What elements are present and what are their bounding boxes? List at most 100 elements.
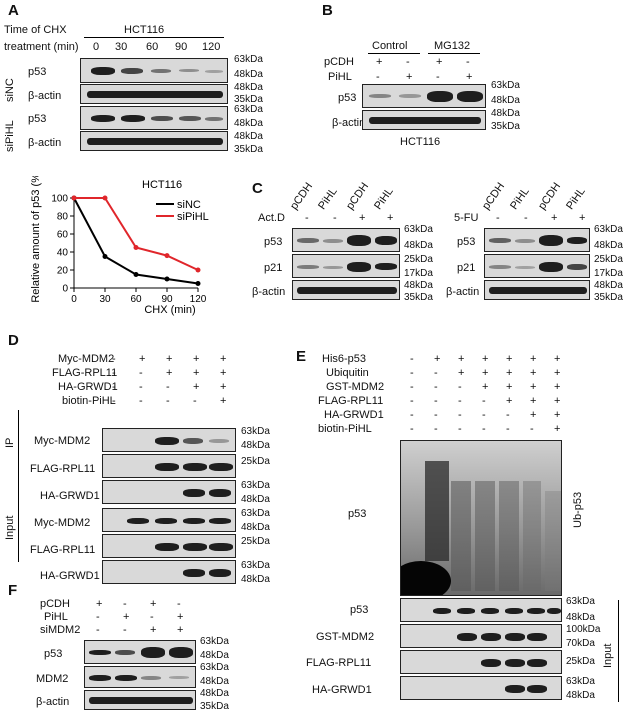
sign: - <box>410 395 414 407</box>
chart-xlabel: CHX (min) <box>144 304 195 316</box>
blot-input-grwd1 <box>102 560 236 584</box>
chart-ylabel: Relative amount of p53 (%) <box>30 176 42 303</box>
lane-label: pCDH <box>344 180 372 212</box>
y-tick-label: 100 <box>51 194 68 205</box>
sign: + <box>376 56 383 68</box>
input-label: Input <box>602 643 614 668</box>
sign: - <box>112 353 116 365</box>
sign: + <box>530 353 537 365</box>
sign: + <box>220 381 227 393</box>
group-sinc-label: siNC <box>4 78 16 102</box>
mw-marker: 48kDa <box>566 690 595 701</box>
panel-a-label: A <box>8 2 19 19</box>
mw-marker: 48kDa <box>234 82 263 93</box>
sign: + <box>506 395 513 407</box>
row-flag-rpl11: FLAG-RPL11 <box>52 367 118 379</box>
x-tick-label: 120 <box>190 294 207 305</box>
sign: - <box>496 212 500 224</box>
mw-marker: 48kDa <box>491 95 520 106</box>
sign: - <box>410 409 414 421</box>
blot-label: FLAG-RPL11 <box>30 463 96 475</box>
sign: - <box>177 598 181 610</box>
x-tick-label: 0 <box>71 294 77 305</box>
mw-marker: 17kDa <box>404 268 433 279</box>
row-ha-grwd1: HA-GRWD1 <box>58 381 118 393</box>
data-point <box>102 254 108 259</box>
blot-label: p53 <box>28 113 47 125</box>
lane-label: pCDH <box>480 180 508 212</box>
sign: - <box>482 423 486 435</box>
sign: + <box>530 395 537 407</box>
group-sipihl-label: siPiHL <box>4 120 16 152</box>
blot-p53-c1 <box>292 228 400 252</box>
blot-actin-sinc <box>80 84 228 104</box>
sign: - <box>139 367 143 379</box>
mw-marker: 35kDa <box>491 121 520 132</box>
time-120: 120 <box>202 41 221 53</box>
mw-marker: 48kDa <box>200 650 229 661</box>
blot-label: β-actin <box>446 286 480 298</box>
panel-d-label: D <box>8 332 19 349</box>
mw-marker: 63kDa <box>200 662 229 673</box>
blot-label: β-actin <box>28 90 62 102</box>
sign: + <box>123 611 130 623</box>
mw-marker: 63kDa <box>234 104 263 115</box>
sign: - <box>458 395 462 407</box>
mw-marker: 48kDa <box>404 280 433 291</box>
blot-label: p53 <box>264 236 283 248</box>
sign: + <box>387 212 394 224</box>
cell-line-label: HCT116 <box>124 24 165 36</box>
blot-f-actin <box>84 690 196 710</box>
sign: + <box>554 423 561 435</box>
sign: + <box>458 367 465 379</box>
x-tick-label: 90 <box>161 294 173 305</box>
blot-label: Myc-MDM2 <box>34 435 91 447</box>
y-tick-label: 20 <box>57 266 69 277</box>
row-his6-p53: His6-p53 <box>322 353 367 365</box>
blot-p53-sipihl <box>80 106 228 130</box>
mw-marker: 48kDa <box>234 118 263 129</box>
blot-label: p53 <box>44 648 63 660</box>
blot-label: HA-GRWD1 <box>40 570 100 582</box>
row-pihl: PiHL <box>44 611 68 623</box>
cell-line-label: HCT116 <box>400 136 441 148</box>
row-ha-grwd1: HA-GRWD1 <box>324 409 384 421</box>
sign: - <box>458 423 462 435</box>
chx-line-chart: HCT116 CHX (min) Relative amount of p53 … <box>30 176 209 316</box>
blot-label: p53 <box>338 92 357 104</box>
blot-p53-sinc <box>80 58 228 83</box>
blot-label: GST-MDM2 <box>316 631 375 643</box>
blot-label: p53 <box>350 604 369 616</box>
mw-marker: 63kDa <box>234 54 263 65</box>
time-30: 30 <box>115 41 128 53</box>
mw-marker: 48kDa <box>491 108 520 119</box>
panel-f-label: F <box>8 582 18 599</box>
treatment-label: 5-FU <box>454 212 479 224</box>
sign: + <box>530 409 537 421</box>
sign: - <box>506 409 510 421</box>
lane-label: pCDH <box>288 180 316 212</box>
blot-label: β-actin <box>332 117 366 129</box>
data-point <box>71 195 77 201</box>
sign: + <box>193 367 200 379</box>
sign: + <box>458 353 465 365</box>
sign: + <box>436 56 443 68</box>
sign: + <box>554 353 561 365</box>
mw-marker: 48kDa <box>241 440 270 451</box>
sign: - <box>506 423 510 435</box>
sign: + <box>96 598 103 610</box>
data-point <box>164 253 170 259</box>
mw-marker: 63kDa <box>404 224 433 235</box>
mw-marker: 35kDa <box>594 292 623 303</box>
sign: - <box>96 624 100 636</box>
sign: + <box>530 367 537 379</box>
panel-b-label: B <box>322 2 333 19</box>
group-mg132-label: MG132 <box>434 40 471 52</box>
mw-marker: 17kDa <box>594 268 623 279</box>
lane-label: PiHL <box>564 185 588 212</box>
sign: + <box>406 71 413 83</box>
sign: - <box>305 212 309 224</box>
ip-bracket <box>18 410 19 510</box>
sign: + <box>177 611 184 623</box>
mw-marker: 35kDa <box>234 144 263 155</box>
